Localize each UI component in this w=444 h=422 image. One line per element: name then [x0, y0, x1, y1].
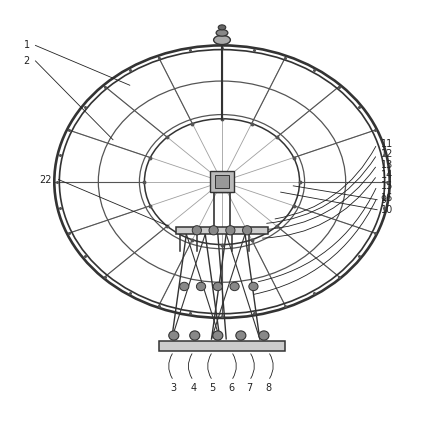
Text: 14: 14	[381, 170, 392, 180]
Ellipse shape	[196, 282, 206, 291]
Text: 6: 6	[228, 383, 234, 393]
Ellipse shape	[259, 331, 269, 340]
Ellipse shape	[242, 226, 252, 235]
Text: 12: 12	[381, 149, 393, 160]
Ellipse shape	[213, 331, 223, 340]
Ellipse shape	[236, 331, 246, 340]
Text: 5: 5	[210, 383, 216, 393]
Bar	[210, 171, 234, 192]
Text: 7: 7	[246, 383, 252, 393]
Ellipse shape	[192, 226, 202, 235]
Text: 9: 9	[381, 195, 387, 205]
Text: 2: 2	[24, 56, 30, 66]
Bar	[159, 341, 285, 352]
Text: 11: 11	[381, 139, 392, 149]
Ellipse shape	[230, 282, 239, 291]
Ellipse shape	[180, 282, 189, 291]
Ellipse shape	[216, 30, 228, 36]
Text: 4: 4	[190, 383, 197, 393]
Text: 13: 13	[381, 160, 392, 170]
Text: 3: 3	[171, 383, 177, 393]
Text: 15: 15	[381, 181, 393, 191]
Text: 22: 22	[40, 175, 52, 184]
Ellipse shape	[169, 331, 179, 340]
Ellipse shape	[190, 331, 200, 340]
Ellipse shape	[226, 226, 235, 235]
Text: 16: 16	[381, 192, 392, 203]
Text: 1: 1	[24, 41, 30, 50]
Ellipse shape	[214, 35, 230, 45]
Ellipse shape	[218, 25, 226, 30]
Bar	[176, 227, 268, 234]
Ellipse shape	[249, 282, 258, 291]
Bar	[215, 176, 229, 188]
Text: 8: 8	[265, 383, 271, 393]
Ellipse shape	[209, 226, 218, 235]
Ellipse shape	[213, 282, 222, 291]
Text: 10: 10	[381, 205, 392, 215]
